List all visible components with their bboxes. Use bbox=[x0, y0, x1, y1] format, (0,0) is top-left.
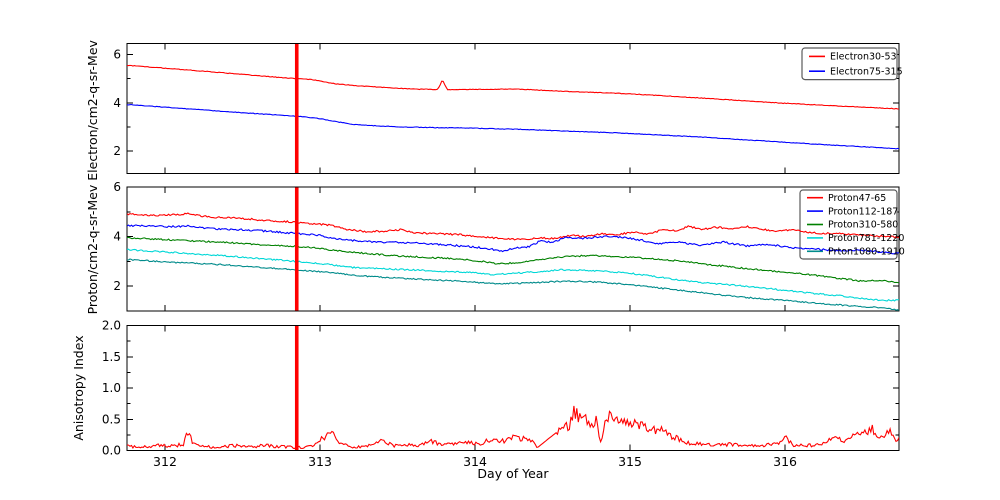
series-line-proton47-65 bbox=[127, 212, 899, 241]
x-tick-label: 313 bbox=[308, 454, 332, 469]
series-line-electron30-53 bbox=[127, 64, 899, 110]
series-line-proton112-187 bbox=[127, 224, 899, 255]
legend-label: Proton781-1220 bbox=[828, 233, 904, 244]
y-tick-label: 1.5 bbox=[102, 350, 121, 364]
y-axis-label-flux: Proton/cm2-q-sr-Mev Electron/cm2-q-sr-Me… bbox=[85, 39, 100, 314]
series-line-prton1080-1910 bbox=[127, 258, 899, 311]
electron-flux-panel bbox=[126, 43, 900, 174]
x-tick-label: 314 bbox=[463, 454, 487, 469]
y-tick-label: 2.0 bbox=[102, 319, 121, 333]
series-line-proton781-1220 bbox=[127, 248, 899, 302]
legend-label: Electron75-315 bbox=[830, 66, 903, 77]
legend-label: Proton310-580 bbox=[828, 220, 898, 231]
legend-label: Proton47-65 bbox=[828, 193, 886, 204]
legend-box bbox=[799, 189, 898, 260]
series-line-anisotropy bbox=[127, 405, 899, 450]
legend-label: Electron30-53 bbox=[830, 52, 897, 63]
legend-label: Proton112-187 bbox=[828, 206, 898, 217]
proton-flux-legend bbox=[799, 189, 898, 260]
x-tick-label: 315 bbox=[618, 454, 642, 469]
y-tick-label: 6 bbox=[113, 47, 121, 61]
y-tick-label: 0.0 bbox=[102, 444, 121, 458]
event-marker-line bbox=[294, 187, 299, 311]
y-tick-label: 4 bbox=[113, 96, 121, 110]
series-line-electron75-315 bbox=[127, 103, 899, 150]
y-tick-label: 2 bbox=[113, 279, 121, 293]
series-line-proton310-580 bbox=[127, 236, 899, 284]
event-marker-line bbox=[294, 44, 299, 173]
y-tick-label: 2 bbox=[113, 144, 121, 158]
y-tick-label: 0.5 bbox=[102, 412, 121, 426]
legend-box bbox=[801, 47, 898, 81]
electron-flux-legend bbox=[801, 47, 898, 81]
legend-label: Prton1080-1910 bbox=[828, 247, 905, 258]
event-marker-line bbox=[294, 326, 299, 450]
anisotropy-axes-frame bbox=[126, 325, 900, 451]
y-axis-label-anisotropy: Anisotropy Index bbox=[71, 335, 86, 440]
anisotropy-ticks bbox=[127, 325, 899, 451]
electron-flux-axes-frame bbox=[126, 43, 900, 174]
y-tick-label: 6 bbox=[113, 180, 121, 194]
y-tick-label: 4 bbox=[113, 230, 121, 244]
x-axis-label: Day of Year bbox=[477, 466, 549, 481]
x-tick-label: 316 bbox=[773, 454, 797, 469]
proton-flux-panel bbox=[126, 186, 900, 312]
anisotropy-panel bbox=[126, 325, 900, 451]
y-tick-label: 1.0 bbox=[102, 381, 121, 395]
electron-flux-ticks bbox=[127, 43, 899, 174]
x-tick-label: 312 bbox=[153, 454, 177, 469]
